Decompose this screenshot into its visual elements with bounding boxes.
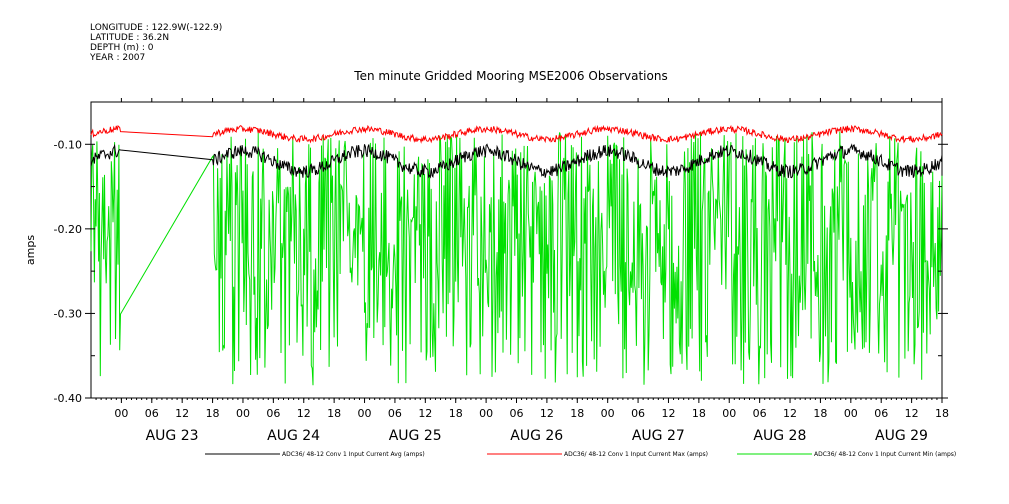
date-label: AUG 28 — [753, 428, 806, 444]
series-line — [90, 124, 943, 144]
x-tick-label: 06 — [510, 407, 524, 420]
x-tick-label: 12 — [540, 407, 554, 420]
x-tick-label: 12 — [783, 407, 797, 420]
latitude-text: LATITUDE : 36.2N — [90, 33, 169, 43]
x-tick-label: 06 — [266, 407, 280, 420]
legend-label: ADC36/ 48-12 Conv 1 Input Current Avg (a… — [282, 451, 425, 458]
x-tick-label: 06 — [874, 407, 888, 420]
y-tick-label: -0.40 — [54, 392, 82, 405]
x-tick-label: 18 — [692, 407, 706, 420]
x-tick-label: 18 — [570, 407, 584, 420]
x-tick-label: 18 — [327, 407, 341, 420]
x-tick-label: 12 — [175, 407, 189, 420]
legend-label: ADC36/ 48-12 Conv 1 Input Current Max (a… — [564, 451, 708, 458]
y-axis-label: amps — [24, 235, 37, 265]
date-label: AUG 23 — [146, 428, 199, 444]
x-tick-label: 12 — [661, 407, 675, 420]
x-tick-label: 12 — [905, 407, 919, 420]
x-tick-label: 18 — [935, 407, 949, 420]
x-tick-label: 06 — [145, 407, 159, 420]
series-line — [90, 143, 943, 179]
x-tick-label: 00 — [236, 407, 250, 420]
series-layer — [90, 124, 943, 386]
longitude-text: LONGITUDE : 122.9W(-122.9) — [90, 23, 222, 33]
date-label: AUG 26 — [510, 428, 563, 444]
x-tick-label: 00 — [844, 407, 858, 420]
axes-layer: -0.10 -0.20 -0.30 -0.40 00 06 12 18 00 06 12 18 00 06… — [54, 98, 949, 444]
x-tick-label: 06 — [753, 407, 767, 420]
x-tick-label: 00 — [479, 407, 493, 420]
year-text: YEAR : 2007 — [89, 53, 145, 63]
legend: ADC36/ 48-12 Conv 1 Input Current Avg (a… — [205, 451, 956, 458]
x-tick-label: 12 — [297, 407, 311, 420]
chart-title: Ten minute Gridded Mooring MSE2006 Obser… — [353, 69, 667, 83]
x-tick-label: 18 — [206, 407, 220, 420]
series-line — [90, 131, 943, 386]
x-tick-label: 06 — [388, 407, 402, 420]
depth-text: DEPTH (m) : 0 — [90, 43, 154, 53]
date-label: AUG 25 — [389, 428, 442, 444]
date-label: AUG 24 — [267, 428, 320, 444]
x-tick-label: 00 — [358, 407, 372, 420]
legend-label: ADC36/ 48-12 Conv 1 Input Current Min (a… — [814, 451, 956, 458]
x-tick-label: 00 — [114, 407, 128, 420]
date-label: AUG 27 — [632, 428, 685, 444]
x-tick-label: 06 — [631, 407, 645, 420]
y-tick-label: -0.20 — [54, 223, 82, 236]
x-tick-label: 18 — [813, 407, 827, 420]
y-tick-label: -0.10 — [54, 138, 82, 151]
x-tick-label: 18 — [449, 407, 463, 420]
date-label: AUG 29 — [875, 428, 928, 444]
x-tick-label: 00 — [601, 407, 615, 420]
x-tick-label: 12 — [418, 407, 432, 420]
x-tick-label: 00 — [722, 407, 736, 420]
y-tick-label: -0.30 — [54, 307, 82, 320]
